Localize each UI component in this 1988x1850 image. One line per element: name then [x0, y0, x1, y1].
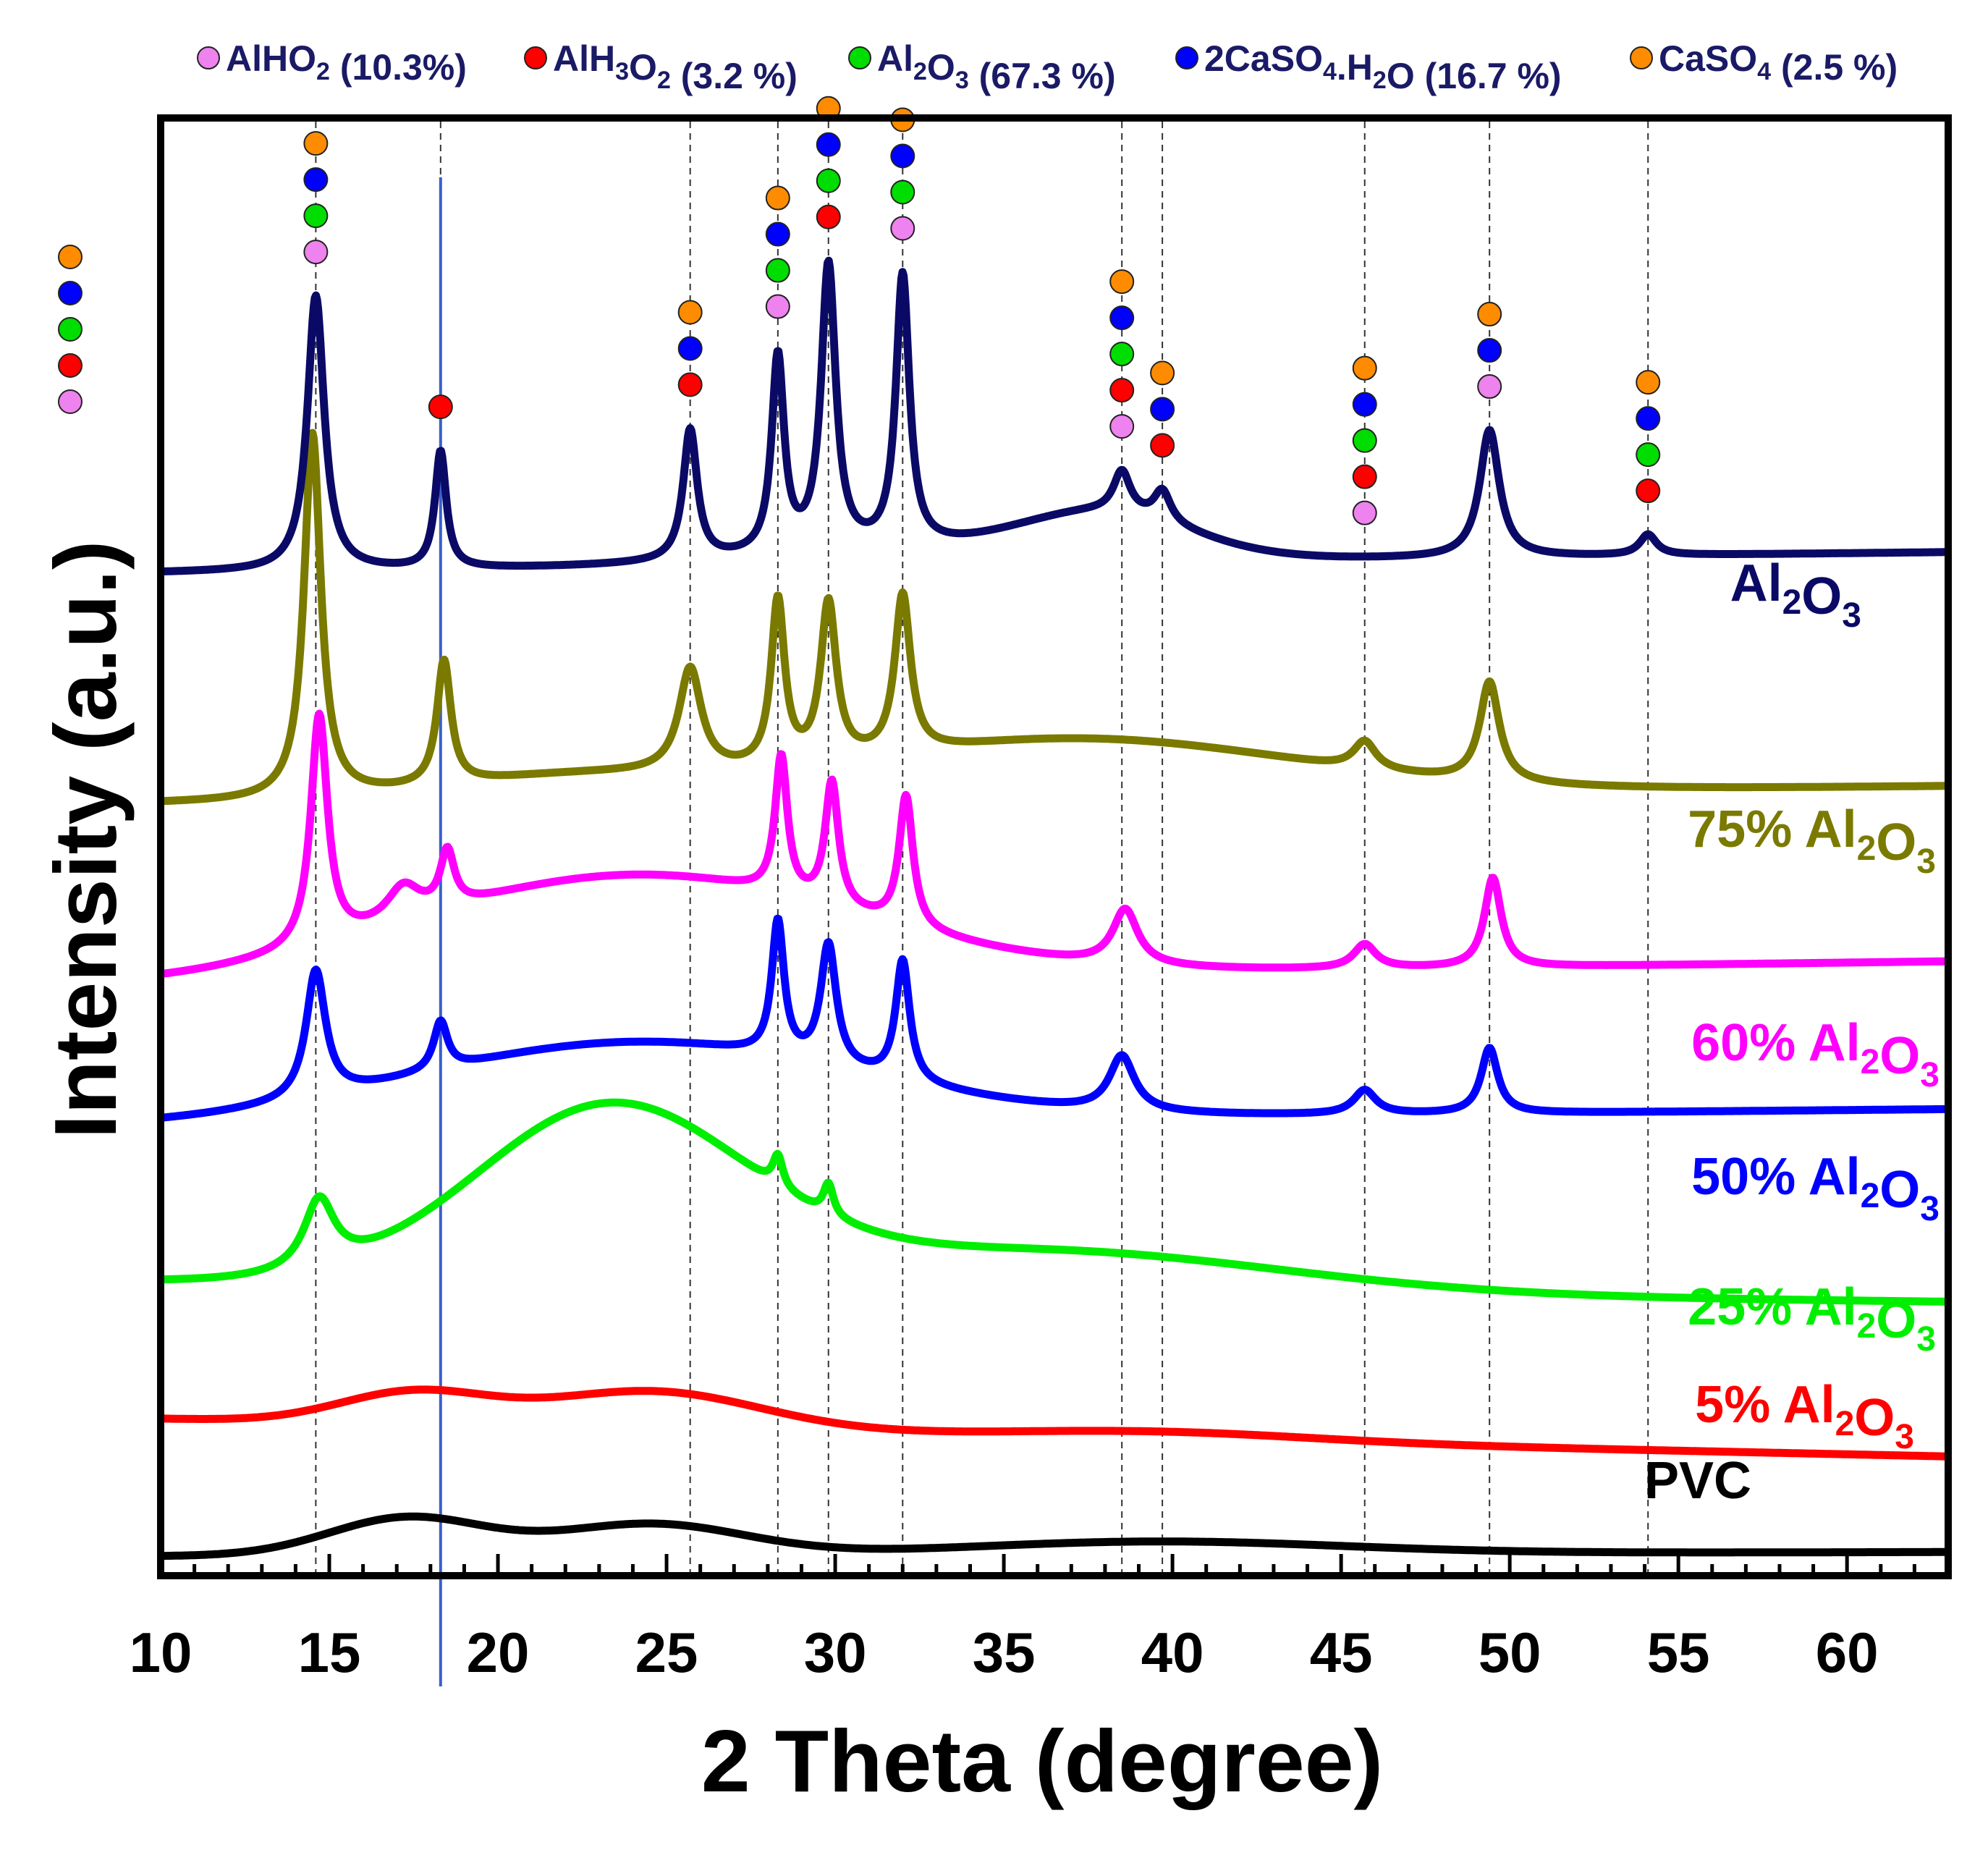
- phase-marker-6-caso4: [1109, 269, 1135, 295]
- x-axis-title: 2 Theta (degree): [701, 1712, 1383, 1810]
- legend-item-caso4h2o: 2CaSO4.H2O (16.7 %): [1175, 38, 1562, 96]
- phase-marker-0-caso4h2o: [303, 167, 329, 193]
- side-marker-alho2: [58, 389, 83, 414]
- x-tick-label-50: 50: [1479, 1621, 1541, 1684]
- legend-label-al2o3: Al2O3 (67.3 %): [877, 38, 1116, 96]
- legend-item-alh3o2: AlH3O2 (3.2 %): [524, 38, 798, 96]
- x-tick-label-20: 20: [467, 1621, 530, 1684]
- side-marker-alh3o2: [58, 353, 83, 378]
- phase-marker-0-al2o3: [303, 203, 329, 229]
- legend-item-caso4: CaSO4 (2.5 %): [1630, 38, 1898, 88]
- series-label-6: Al2O3: [1730, 554, 1861, 635]
- x-axis-ticks: 10 15 20 25 30 35 40 45 50 55 60: [130, 1554, 1950, 1684]
- phase-marker-6-caso4h2o: [1109, 305, 1135, 331]
- phase-marker-7-caso4: [1150, 360, 1175, 386]
- phase-marker-10-al2o3: [1636, 442, 1661, 468]
- phase-marker-9-caso4: [1477, 302, 1502, 327]
- x-tick-label-35: 35: [973, 1621, 1036, 1684]
- series-line-5: [158, 428, 1951, 806]
- plot-frame: [157, 114, 1952, 1579]
- phase-marker-8-alh3o2: [1352, 464, 1377, 489]
- x-tick-label-55: 55: [1647, 1621, 1710, 1684]
- series-label-2: 25% Al2O3: [1688, 1278, 1936, 1359]
- legend-marker-al2o3: [848, 46, 871, 69]
- phase-marker-4-alh3o2: [816, 204, 841, 229]
- y-axis-title: Intensity (a.u.): [36, 541, 135, 1139]
- phase-marker-8-al2o3: [1352, 428, 1377, 453]
- phase-marker-9-caso4h2o: [1477, 338, 1502, 363]
- series-line-2: [158, 1098, 1951, 1306]
- phase-marker-3-caso4: [765, 185, 790, 211]
- phase-marker-9-alho2: [1477, 374, 1502, 400]
- phase-marker-2-alh3o2: [677, 372, 703, 397]
- series-line-4: [158, 709, 1951, 979]
- phase-marker-2-caso4: [677, 300, 703, 325]
- series-label-5: 75% Al2O3: [1688, 801, 1936, 881]
- phase-marker-8-alho2: [1352, 500, 1377, 525]
- phase-marker-0-alho2: [303, 240, 329, 265]
- phase-marker-10-alh3o2: [1636, 478, 1661, 504]
- phase-markers: [58, 96, 1661, 525]
- phase-marker-4-caso4h2o: [816, 132, 841, 157]
- legend-label-caso4h2o: 2CaSO4.H2O (16.7 %): [1204, 38, 1562, 96]
- phase-marker-0-caso4: [303, 131, 329, 156]
- legend-item-alho2: AlHO2 (10.3%): [197, 38, 467, 88]
- phase-marker-3-alho2: [765, 294, 790, 319]
- phase-marker-3-al2o3: [765, 258, 790, 283]
- x-tick-label-30: 30: [804, 1621, 867, 1684]
- x-tick-label-15: 15: [298, 1621, 361, 1684]
- phase-marker-2-caso4h2o: [677, 336, 703, 361]
- series-line-6: [158, 256, 1951, 576]
- legend-marker-caso4h2o: [1175, 46, 1198, 69]
- phase-marker-7-caso4h2o: [1150, 397, 1175, 422]
- phase-marker-5-al2o3: [890, 179, 915, 205]
- series-lines: [158, 256, 1951, 1560]
- series-label-1: 5% Al2O3: [1695, 1376, 1914, 1456]
- side-marker-al2o3: [58, 317, 83, 342]
- legend-item-al2o3: Al2O3 (67.3 %): [848, 38, 1116, 96]
- legend-marker-alho2: [197, 46, 220, 69]
- x-tick-label-10: 10: [130, 1621, 193, 1684]
- legend: AlHO2 (10.3%) AlH3O2 (3.2 %) Al2O3 (67.3 %…: [197, 38, 1898, 96]
- legend-label-caso4: CaSO4 (2.5 %): [1659, 38, 1898, 88]
- side-marker-caso4h2o: [58, 281, 83, 305]
- series-line-3: [158, 914, 1951, 1122]
- reference-lines: [315, 122, 1649, 1686]
- phase-marker-8-caso4: [1352, 355, 1377, 381]
- phase-marker-10-caso4: [1636, 370, 1661, 395]
- phase-marker-5-alho2: [890, 216, 915, 241]
- phase-marker-1-alh3o2: [428, 394, 453, 420]
- phase-marker-3-caso4h2o: [765, 221, 790, 247]
- side-marker-caso4: [58, 245, 83, 269]
- phase-marker-6-al2o3: [1109, 342, 1135, 367]
- phase-marker-10-caso4h2o: [1636, 406, 1661, 431]
- legend-label-alho2: AlHO2 (10.3%): [226, 38, 467, 88]
- legend-marker-caso4: [1630, 46, 1653, 69]
- series-label-3: 50% Al2O3: [1691, 1148, 1940, 1228]
- x-tick-label-45: 45: [1310, 1621, 1373, 1684]
- phase-marker-8-caso4h2o: [1352, 392, 1377, 417]
- series-line-1: [158, 1385, 1951, 1461]
- phase-marker-6-alho2: [1109, 414, 1135, 439]
- x-tick-label-40: 40: [1141, 1621, 1204, 1684]
- legend-marker-alh3o2: [524, 46, 547, 69]
- series-label-0: PVC: [1644, 1452, 1751, 1510]
- series-label-4: 60% Al2O3: [1691, 1014, 1940, 1094]
- phase-marker-4-al2o3: [816, 168, 841, 193]
- legend-label-alh3o2: AlH3O2 (3.2 %): [553, 38, 798, 96]
- phase-marker-6-alh3o2: [1109, 378, 1135, 403]
- phase-marker-5-caso4h2o: [890, 143, 915, 169]
- phase-marker-7-alh3o2: [1150, 433, 1175, 458]
- x-tick-label-60: 60: [1816, 1621, 1879, 1684]
- x-tick-label-25: 25: [635, 1621, 698, 1684]
- series-line-0: [158, 1512, 1951, 1560]
